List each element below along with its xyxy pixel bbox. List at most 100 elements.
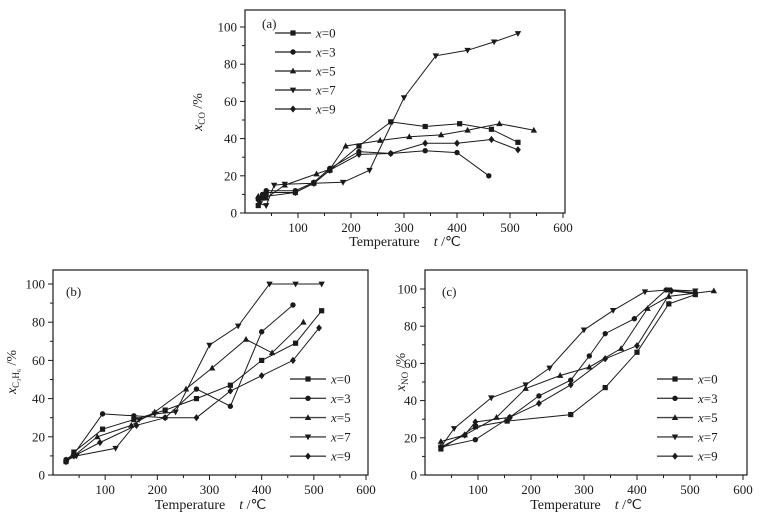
marker-triangle-up	[128, 421, 135, 428]
marker-square	[193, 396, 200, 402]
marker-triangle-down	[432, 53, 439, 60]
legend-label: x=7	[315, 83, 336, 98]
legend-item: x=5	[657, 410, 718, 425]
legend-label: x=5	[315, 64, 336, 79]
marker-triangle-down	[514, 31, 522, 37]
marker-diamond	[536, 399, 542, 407]
plot-frame	[424, 269, 748, 476]
marker-diamond	[290, 356, 296, 364]
legend-item: x=0	[657, 372, 718, 387]
y-tick-label: 0	[39, 468, 46, 483]
marker-triangle-down	[671, 434, 679, 441]
marker-triangle-up	[464, 126, 471, 133]
marker-triangle-down	[135, 417, 143, 424]
y-tick-label: 100	[398, 282, 418, 297]
marker-triangle-down	[318, 281, 325, 288]
marker-square	[319, 308, 325, 314]
legend-label: x=7	[697, 429, 718, 444]
series-0	[63, 308, 325, 465]
legend-label: x=3	[330, 391, 351, 406]
series-3	[437, 287, 699, 451]
panel-label: (c)	[442, 284, 456, 299]
marker-diamond	[672, 452, 678, 460]
series-line	[258, 123, 534, 199]
legend-label: x=5	[697, 410, 718, 425]
x-tick-label: 300	[574, 482, 594, 497]
marker-triangle-up	[304, 414, 312, 420]
legend-label: x=9	[697, 449, 718, 464]
legend-label: x=5	[330, 410, 351, 425]
y-tick-label: 0	[231, 206, 238, 221]
chart-panel-b: 100 200 300 400 500 600 0 20 40 60 80 100 (b) x=0 x=3 x…	[0, 262, 392, 521]
legend-label: x=7	[330, 429, 351, 444]
series-line	[259, 33, 519, 207]
marker-triangle-up	[313, 170, 320, 177]
marker-triangle-down	[609, 307, 617, 314]
marker-square	[488, 126, 495, 132]
series-2	[437, 287, 718, 444]
marker-triangle-down	[172, 409, 179, 416]
marker-square	[422, 123, 428, 130]
marker-diamond	[634, 342, 640, 350]
legend-label: x=0	[697, 372, 718, 387]
marker-triangle-down	[464, 47, 471, 54]
x-tick-label: 600	[733, 482, 753, 497]
marker-triangle-up	[342, 142, 349, 149]
marker-circle	[586, 353, 592, 359]
marker-triangle-up	[208, 364, 216, 371]
y-axis-label: xCO /%	[191, 93, 207, 132]
marker-triangle-up	[671, 414, 679, 420]
marker-triangle-down	[490, 39, 498, 46]
marker-triangle-down	[112, 445, 119, 452]
legend-item: x=7	[275, 83, 336, 98]
legend-item: x=9	[290, 449, 351, 464]
x-tick-label: 400	[252, 482, 272, 497]
x-tick-label: 200	[521, 482, 541, 497]
marker-diamond	[438, 443, 444, 451]
legend-item: x=5	[290, 410, 351, 425]
marker-triangle-down	[151, 411, 158, 418]
y-tick-label: 100	[218, 20, 238, 35]
marker-diamond	[133, 421, 140, 429]
marker-square	[568, 411, 574, 418]
series-line	[440, 290, 714, 442]
plot-frame	[52, 269, 369, 476]
marker-triangle-up	[617, 345, 625, 351]
y-tick-label: 40	[404, 393, 417, 408]
marker-circle	[422, 147, 428, 154]
marker-triangle-up	[406, 133, 413, 140]
marker-diamond	[193, 414, 200, 422]
marker-square	[292, 340, 299, 346]
marker-triangle-down	[400, 95, 408, 102]
marker-triangle-down	[234, 323, 242, 330]
marker-square	[602, 384, 608, 391]
x-tick-label: 300	[200, 482, 220, 497]
marker-diamond	[326, 166, 333, 174]
marker-diamond	[506, 413, 513, 421]
marker-square	[99, 426, 106, 432]
legend-item: x=3	[275, 45, 336, 60]
x-tick-label: 500	[500, 220, 520, 235]
y-tick-label: 20	[32, 429, 45, 444]
y-axis: 0 20 40 60 80 100	[218, 20, 245, 221]
marker-triangle-up	[493, 413, 500, 420]
marker-circle	[131, 413, 137, 419]
marker-triangle-down	[580, 327, 588, 334]
series-line	[440, 289, 696, 448]
marker-circle	[672, 395, 678, 401]
y-tick-label: 80	[32, 315, 45, 330]
y-axis-label: xNO /%	[394, 353, 410, 393]
marker-circle	[263, 187, 269, 194]
x-tick-label: 200	[148, 482, 168, 497]
x-tick-label: 600	[553, 220, 573, 235]
marker-diamond	[290, 105, 296, 113]
marker-square	[515, 139, 521, 145]
marker-triangle-down	[266, 281, 273, 288]
marker-diamond	[602, 355, 609, 363]
marker-diamond	[258, 372, 265, 380]
marker-triangle-up	[530, 126, 538, 133]
y-tick-label: 40	[32, 391, 45, 406]
marker-diamond	[567, 381, 574, 389]
marker-square	[305, 376, 311, 382]
legend-label: x=0	[330, 372, 351, 387]
